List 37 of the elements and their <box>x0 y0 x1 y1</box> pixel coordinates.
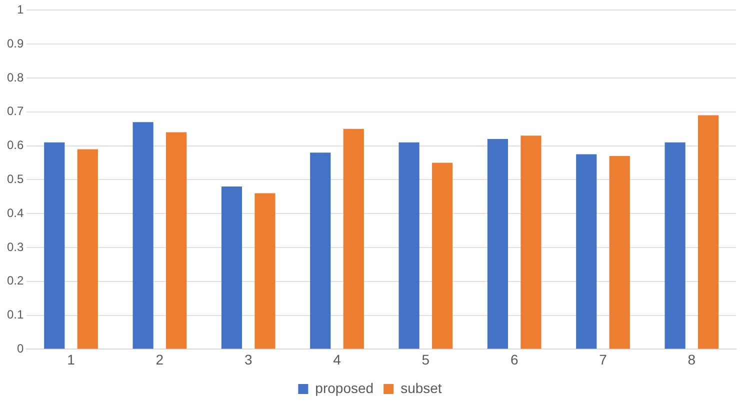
x-tick-label: 6 <box>510 351 518 368</box>
bar <box>310 152 331 349</box>
bar <box>254 193 276 349</box>
y-tick-label: 0.3 <box>6 240 24 254</box>
bar <box>609 156 630 349</box>
y-tick-label: 0.7 <box>6 104 24 118</box>
bar <box>520 136 542 349</box>
y-tick-label: 1 <box>16 2 24 17</box>
y-tick-label: 0.1 <box>6 308 24 322</box>
legend-label: proposed <box>315 380 374 396</box>
x-tick-label: 5 <box>422 351 430 368</box>
y-tick-label: 0.9 <box>6 36 24 50</box>
bar <box>664 142 686 349</box>
bar <box>44 142 65 349</box>
bar <box>132 122 154 349</box>
x-tick-label: 3 <box>244 351 252 368</box>
bar <box>398 142 420 349</box>
bar <box>487 139 508 349</box>
bar <box>343 128 364 349</box>
x-tick-label: 1 <box>67 351 76 368</box>
x-tick-label: 7 <box>599 351 608 368</box>
y-tick-label: 0.8 <box>6 70 24 84</box>
x-tick-label: 4 <box>333 351 342 368</box>
bar <box>77 149 98 349</box>
y-tick-label: 0.4 <box>6 206 24 220</box>
x-tick-label: 2 <box>156 351 164 368</box>
bar <box>432 162 453 349</box>
bar <box>221 186 242 349</box>
y-tick-label: 0 <box>16 342 24 356</box>
y-tick-label: 0.2 <box>6 274 24 288</box>
y-tick-label: 0.6 <box>6 138 24 152</box>
bar <box>166 132 187 349</box>
x-tick-label: 8 <box>688 351 696 368</box>
bar <box>576 154 597 349</box>
legend-label: subset <box>400 380 442 396</box>
bar <box>698 115 719 349</box>
y-tick-label: 0.5 <box>6 172 24 186</box>
